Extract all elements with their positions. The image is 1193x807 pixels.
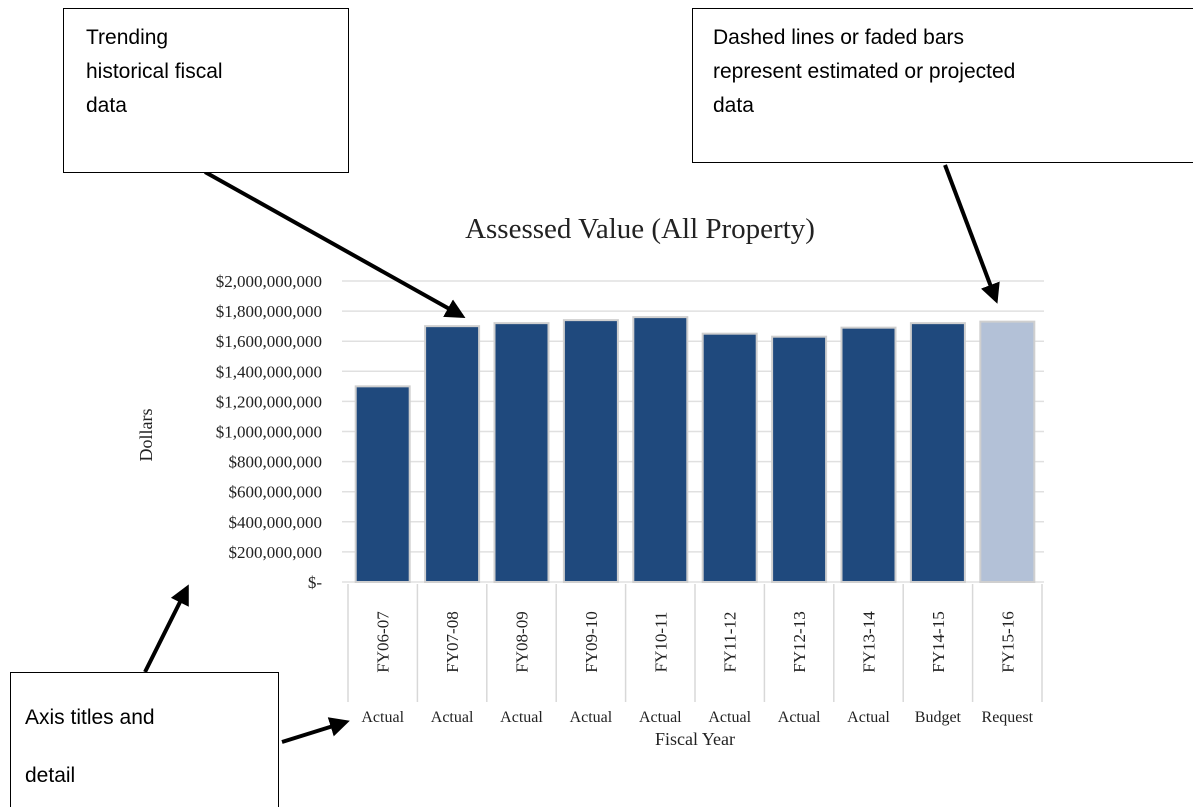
arrow [281,717,350,744]
y-tick-label: $1,000,000,000 [216,423,322,442]
annotation-box: Axis titles and detail [10,672,279,807]
x-tick-label: FY14-15 [929,611,948,672]
annotation-line: data [713,94,754,117]
x-tick-sublabel: Actual [361,709,404,726]
x-tick-sublabel: Request [982,709,1034,726]
arrow [143,584,189,673]
bar [632,316,689,583]
y-tick-label: $1,800,000,000 [216,302,322,321]
bar [771,335,828,583]
bar [354,385,411,583]
x-axis-label: Fiscal Year [655,729,735,749]
x-tick-label: FY06-07 [374,611,393,673]
x-tick-sublabel: Actual [847,709,890,726]
x-tick-sublabel: Budget [915,709,962,726]
x-tick-label: FY15-16 [998,611,1017,672]
bar [840,326,897,583]
y-tick-label: $2,000,000,000 [216,272,322,291]
chart-title: Assessed Value (All Property) [465,213,815,245]
x-tick-label: FY08-09 [513,611,532,672]
bar [979,320,1036,583]
annotation-line: Dashed lines or faded bars [713,26,964,49]
annotation-box: Dashed lines or faded bars represent esti… [692,8,1193,163]
y-axis-label: Dollars [136,409,156,462]
y-tick-label: $1,200,000,000 [216,392,322,411]
y-tick-label: $1,600,000,000 [216,332,322,351]
annotation-line: represent estimated or projected [713,60,1016,83]
x-tick-label: FY11-12 [721,612,740,673]
x-tick-label: FY12-13 [790,611,809,672]
x-tick-sublabel: Actual [500,709,543,726]
bar [424,325,481,583]
y-tick-label: $1,400,000,000 [216,362,322,381]
y-tick-label: $- [308,573,323,592]
bar [909,322,966,583]
x-tick-label: FY10-11 [651,612,670,673]
annotation-box: Trending historical fiscal data [63,8,349,173]
y-tick-label: $200,000,000 [229,543,323,562]
arrow [204,170,466,318]
x-tick-sublabel: Actual [639,709,682,726]
arrows [143,164,1000,744]
x-tick-sublabel: Actual [431,709,474,726]
x-tick-sublabel: Actual [778,709,821,726]
bar [701,332,758,583]
annotation-line: Axis titles and [25,706,155,729]
y-tick-label: $800,000,000 [229,453,323,472]
x-tick-sublabel: Actual [708,709,751,726]
y-tick-label: $400,000,000 [229,513,323,532]
x-tick-label: FY13-14 [860,611,879,673]
annotation-line: data [86,94,127,117]
annotation-line: detail [25,764,76,787]
annotation-line: Trending [86,26,169,49]
x-tick-sublabel: Actual [570,709,613,726]
annotation-line: historical fiscal [86,60,223,83]
x-tick-label: FY09-10 [582,611,601,672]
arrow [943,164,1000,304]
bar [562,319,619,583]
bar [493,322,550,583]
y-tick-label: $600,000,000 [229,483,323,502]
x-tick-label: FY07-08 [443,611,462,672]
